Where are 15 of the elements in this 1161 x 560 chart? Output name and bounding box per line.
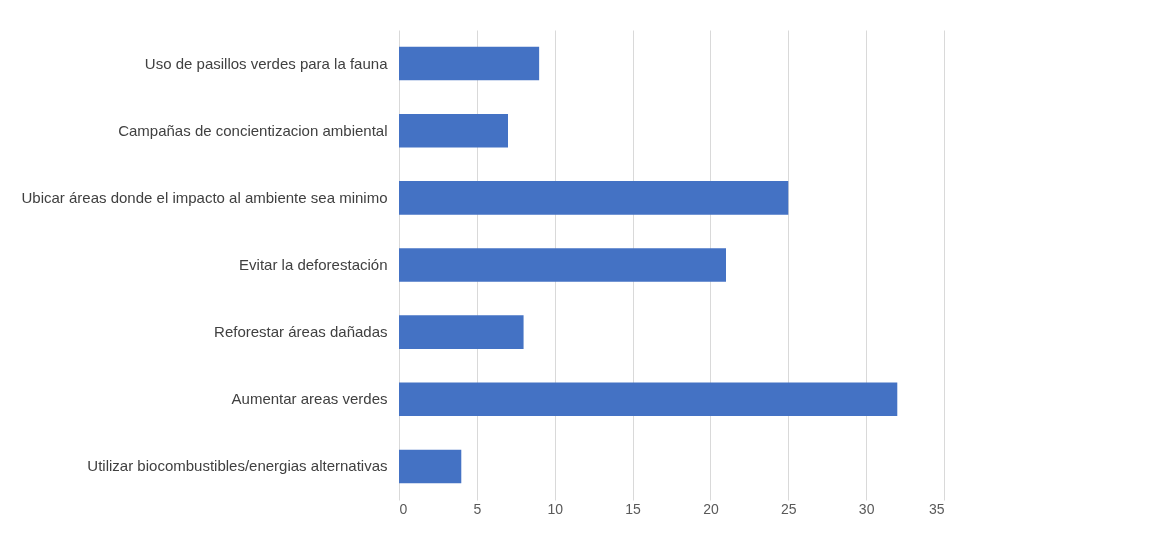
- y-tick-label: Campañas de concientizacion ambiental: [118, 121, 388, 139]
- x-tick-label: 35: [928, 500, 945, 517]
- x-tick-label: 0: [399, 500, 408, 517]
- x-tick-label: 5: [473, 500, 482, 517]
- y-tick-label: Uso de pasillos verdes para la fauna: [144, 54, 389, 72]
- x-tick-label: 20: [703, 500, 719, 517]
- y-tick-label: Utilizar biocombustibles/energias alternativas: [87, 457, 388, 475]
- x-tick-label: 15: [625, 500, 642, 517]
- x-tick-label: 10: [547, 500, 564, 517]
- x-tick-label: 25: [781, 500, 797, 517]
- y-tick-label: Evitar la deforestación: [239, 256, 388, 273]
- y-tick-label: Reforestar áreas dañadas: [214, 323, 388, 341]
- y-tick-label: Ubicar áreas donde el impacto al ambiente sea minimo: [21, 188, 388, 206]
- x-tick-label: 30: [858, 500, 875, 517]
- y-tick-label: Aumentar areas verdes: [231, 390, 388, 408]
